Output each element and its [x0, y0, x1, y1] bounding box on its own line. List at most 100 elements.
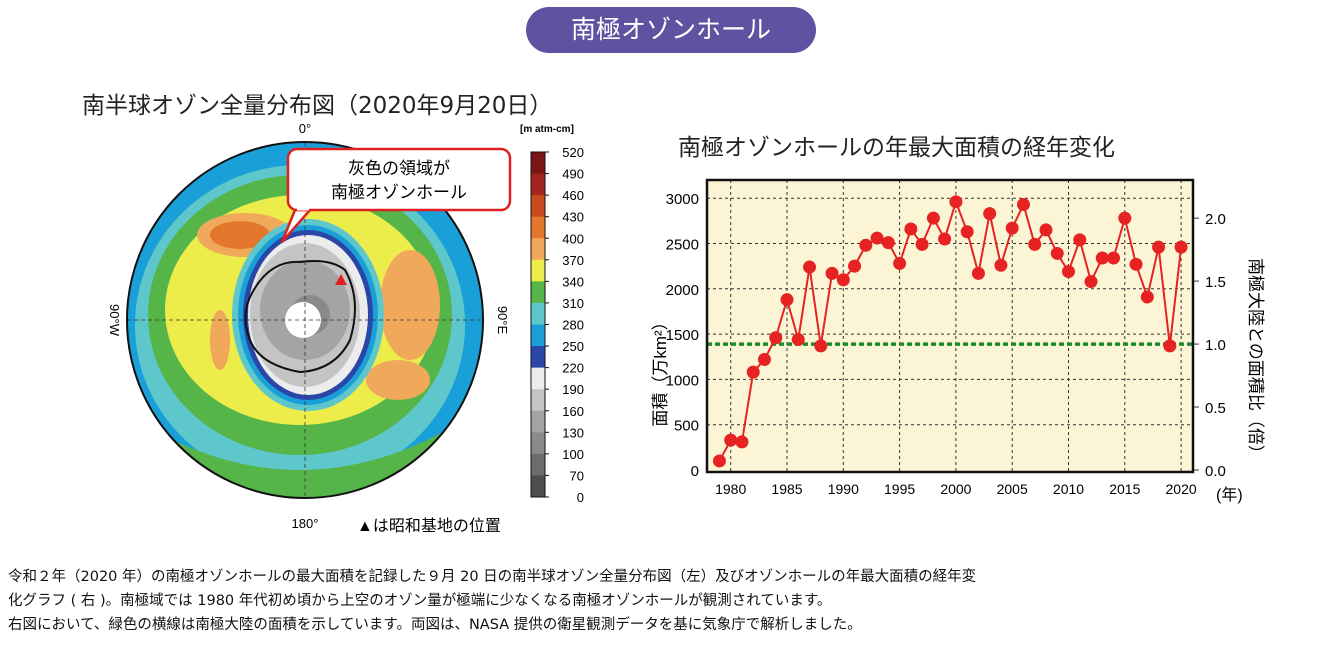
- data-point-2003: [983, 207, 997, 221]
- colorbar-segment: [531, 324, 545, 347]
- colorbar-segment: [531, 152, 545, 175]
- colorbar-tick-label: 430: [562, 210, 584, 225]
- colorbar-tick-label: 0: [577, 490, 584, 505]
- caption-line2: 化グラフ ( 右 )。南極域では 1980 年代初め頃から上空のオゾン量が極端に…: [8, 593, 832, 609]
- data-point-1986: [791, 333, 805, 347]
- data-point-1985: [780, 293, 794, 307]
- colorbar-tick-label: 220: [562, 361, 584, 376]
- data-point-1984: [769, 331, 783, 345]
- data-point-1981: [735, 435, 749, 449]
- data-point-1995: [893, 256, 907, 270]
- data-point-1988: [814, 339, 828, 353]
- colorbar-segment: [531, 432, 545, 455]
- data-point-2012: [1084, 275, 1098, 289]
- data-point-1994: [881, 236, 895, 250]
- ozone-map: 0° 180° 90°W 90°E [m atm-cm] 520 490 460 43…: [107, 121, 584, 535]
- data-point-1987: [803, 260, 817, 274]
- x-tick-label: 1985: [771, 481, 802, 497]
- data-point-1989: [825, 266, 839, 280]
- colorbar-tick-label: 100: [562, 447, 584, 462]
- y-tick-label: 0: [691, 463, 699, 480]
- syowa-station-marker: [335, 274, 347, 285]
- colorbar-tick-label: 310: [562, 296, 584, 311]
- data-point-2014: [1107, 251, 1121, 265]
- data-point-2009: [1050, 246, 1064, 260]
- callout-line1: 灰色の領域が: [348, 159, 450, 178]
- colorbar-tick-label: 190: [562, 382, 584, 397]
- data-point-1996: [904, 222, 918, 236]
- y2-tick-label: 2.0: [1205, 211, 1226, 228]
- label-0deg: 0°: [299, 121, 311, 136]
- data-point-2006: [1016, 198, 1030, 212]
- colorbar-segment: [531, 346, 545, 369]
- label-90w: 90°W: [107, 304, 122, 337]
- y-tick-label: 1500: [666, 327, 699, 344]
- colorbar-segment: [531, 173, 545, 196]
- data-point-2019: [1163, 339, 1177, 353]
- x-tick-label: 2020: [1166, 481, 1197, 497]
- y-tick-label: 3000: [666, 191, 699, 208]
- x-tick-label: 2005: [997, 481, 1028, 497]
- colorbar-segment: [531, 389, 545, 412]
- colorbar-segment: [531, 475, 545, 498]
- data-point-1983: [757, 352, 771, 366]
- colorbar-tick-label: 400: [562, 231, 584, 246]
- data-point-2015: [1118, 211, 1132, 225]
- plot-background: [707, 180, 1193, 472]
- x-axis-label: (年): [1216, 486, 1243, 504]
- data-point-2007: [1028, 237, 1042, 251]
- data-point-1991: [848, 259, 862, 273]
- data-point-2013: [1095, 251, 1109, 265]
- data-point-2001: [960, 225, 974, 239]
- data-point-2016: [1129, 257, 1143, 271]
- colorbar-segment: [531, 238, 545, 261]
- data-point-1998: [926, 211, 940, 225]
- marker-note: ▲は昭和基地の位置: [357, 517, 501, 535]
- chart-title: 南極オゾンホールの年最大面積の経年変化: [678, 135, 1115, 161]
- colorbar-segment: [531, 367, 545, 390]
- x-tick-label: 2010: [1053, 481, 1084, 497]
- ozone-hole-area-chart: 面積（万km²） 南極大陸との面積比（倍） (年) 1980 1985 1990 19…: [651, 178, 1265, 504]
- colorbar-segment: [531, 410, 545, 433]
- data-point-2018: [1152, 240, 1166, 254]
- data-point-2020: [1174, 240, 1188, 254]
- y-tick-label: 1000: [666, 372, 699, 389]
- data-point-1990: [836, 273, 850, 287]
- colorbar: 520 490 460 430 400 370 340 310 280 250 220 190 160 1…: [530, 145, 584, 505]
- x-tick-label: 1980: [715, 481, 746, 497]
- label-90e: 90°E: [495, 306, 510, 335]
- colorbar-tick-label: 340: [562, 274, 584, 289]
- data-point-2017: [1140, 290, 1154, 304]
- x-tick-label: 2015: [1109, 481, 1140, 497]
- callout-line2: 南極オゾンホール: [331, 183, 467, 202]
- colorbar-tick-label: 460: [562, 188, 584, 203]
- colorbar-segment: [531, 453, 545, 476]
- page-title-badge: 南極オゾンホール: [526, 7, 816, 53]
- colorbar-unit: [m atm-cm]: [520, 124, 574, 135]
- data-point-2004: [994, 258, 1008, 272]
- data-point-1999: [938, 232, 952, 246]
- colorbar-tick-label: 520: [562, 145, 584, 160]
- data-point-2010: [1062, 265, 1075, 279]
- data-point-1982: [746, 365, 760, 379]
- x-tick-label: 2000: [940, 481, 971, 497]
- data-point-1980: [724, 433, 738, 447]
- colorbar-tick-label: 280: [562, 318, 584, 333]
- colorbar-segment: [531, 216, 545, 239]
- y-tick-label: 2500: [666, 237, 699, 254]
- y2-tick-label: 1.5: [1205, 274, 1226, 291]
- y-axis-label: 面積（万km²）: [651, 313, 670, 426]
- map-title: 南半球オゾン全量分布図（2020年9月20日）: [82, 93, 553, 119]
- data-point-2000: [949, 195, 963, 209]
- y2-tick-label: 0.0: [1205, 463, 1226, 480]
- x-tick-label: 1990: [828, 481, 859, 497]
- data-point-2002: [971, 266, 985, 280]
- callout-box: [286, 147, 512, 212]
- y2-tick-label: 0.5: [1205, 400, 1226, 417]
- y2-tick-label: 1.0: [1205, 337, 1226, 354]
- caption-line3: 右図において、緑色の横線は南極大陸の面積を示しています。両図は、NASA 提供の…: [8, 617, 862, 633]
- colorbar-tick-label: 70: [570, 468, 584, 483]
- colorbar-segment: [531, 195, 545, 218]
- data-point-2005: [1005, 221, 1019, 235]
- plot-frame: [705, 178, 1195, 474]
